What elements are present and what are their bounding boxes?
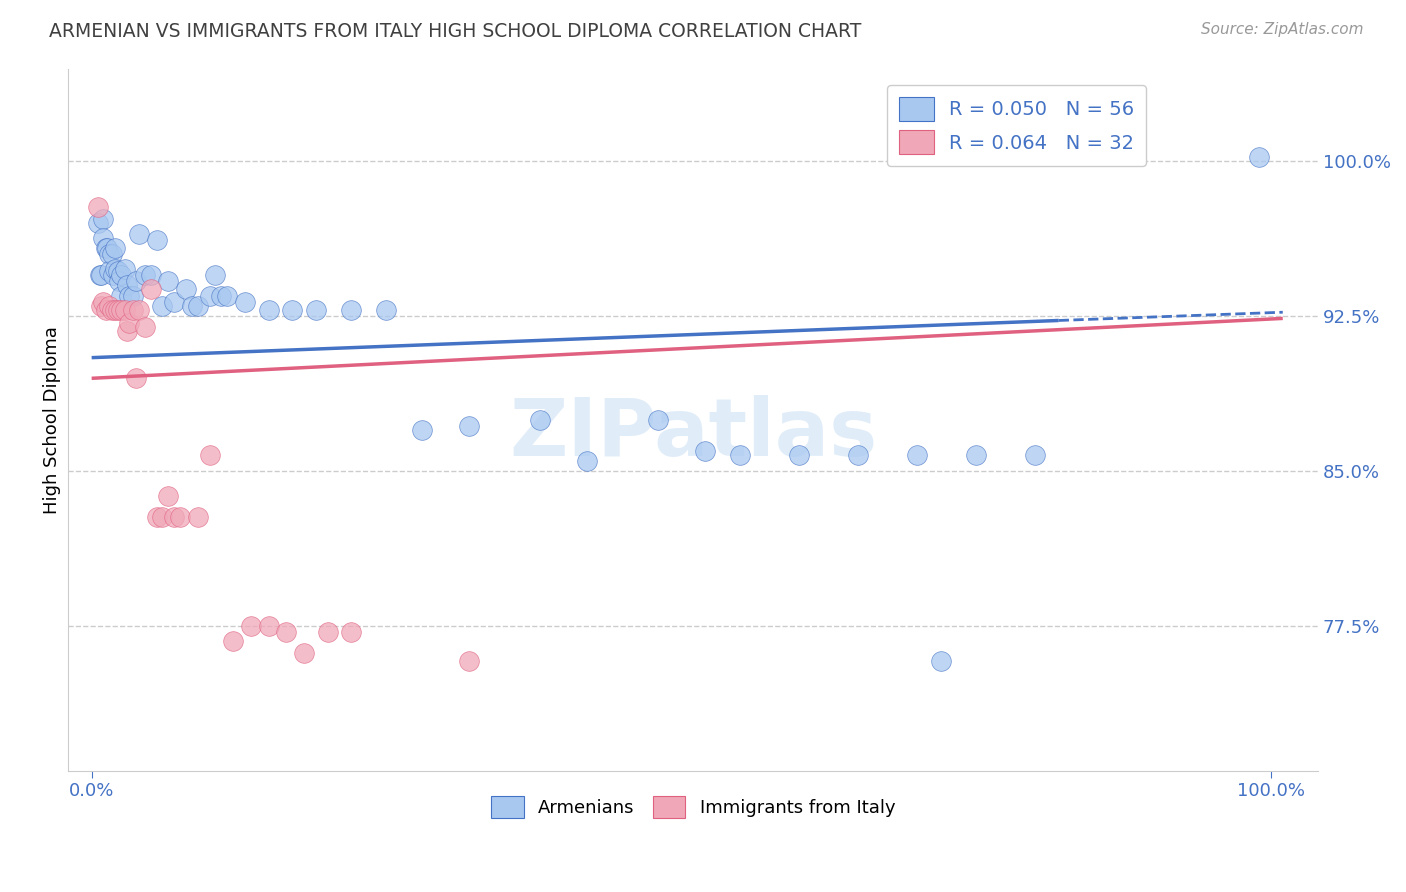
Point	[100, 303, 122, 318]
Point	[107, 303, 129, 318]
Point	[114, 261, 136, 276]
Point	[257, 303, 280, 318]
Point	[217, 288, 239, 302]
Point	[90, 268, 112, 282]
Point	[93, 294, 115, 309]
Point	[86, 200, 108, 214]
Point	[163, 294, 186, 309]
Point	[575, 454, 598, 468]
Point	[1249, 150, 1271, 164]
Point	[94, 303, 117, 318]
Point	[101, 268, 124, 282]
Point	[86, 216, 108, 230]
Point	[128, 227, 150, 241]
Point	[458, 418, 481, 433]
Point	[125, 371, 148, 385]
Point	[118, 316, 141, 330]
Point	[233, 294, 256, 309]
Point	[647, 412, 669, 426]
Point	[340, 303, 363, 318]
Point	[104, 303, 127, 318]
Point	[187, 299, 209, 313]
Point	[846, 448, 869, 462]
Point	[257, 619, 280, 633]
Point	[174, 283, 197, 297]
Point	[411, 423, 433, 437]
Point	[292, 646, 315, 660]
Point	[115, 278, 138, 293]
Point	[198, 448, 221, 462]
Point	[1024, 448, 1046, 462]
Point	[98, 247, 121, 261]
Point	[118, 288, 141, 302]
Point	[965, 448, 987, 462]
Point	[693, 443, 716, 458]
Point	[305, 303, 328, 318]
Point	[115, 324, 138, 338]
Text: ZIPatlas: ZIPatlas	[509, 394, 877, 473]
Point	[340, 625, 363, 640]
Legend: Armenians, Immigrants from Italy: Armenians, Immigrants from Italy	[484, 789, 903, 825]
Point	[152, 299, 174, 313]
Point	[110, 288, 132, 302]
Point	[98, 264, 121, 278]
Point	[104, 261, 127, 276]
Point	[929, 654, 952, 668]
Point	[905, 448, 928, 462]
Text: Source: ZipAtlas.com: Source: ZipAtlas.com	[1201, 22, 1364, 37]
Point	[90, 299, 112, 313]
Point	[198, 288, 221, 302]
Point	[94, 241, 117, 255]
Point	[128, 303, 150, 318]
Point	[730, 448, 752, 462]
Point	[204, 268, 226, 282]
Point	[134, 319, 156, 334]
Point	[458, 654, 481, 668]
Point	[281, 303, 304, 318]
Point	[114, 303, 136, 318]
Point	[100, 247, 122, 261]
Point	[125, 274, 148, 288]
Point	[89, 268, 111, 282]
Point	[104, 241, 127, 255]
Point	[107, 274, 129, 288]
Point	[145, 509, 167, 524]
Point	[157, 489, 180, 503]
Point	[122, 303, 145, 318]
Y-axis label: High School Diploma: High School Diploma	[44, 326, 60, 514]
Point	[134, 268, 156, 282]
Point	[98, 299, 121, 313]
Point	[316, 625, 339, 640]
Point	[152, 509, 174, 524]
Point	[169, 509, 191, 524]
Point	[93, 212, 115, 227]
Point	[110, 268, 132, 282]
Point	[107, 264, 129, 278]
Point	[239, 619, 262, 633]
Point	[139, 283, 162, 297]
Point	[209, 288, 232, 302]
Point	[222, 633, 245, 648]
Point	[93, 231, 115, 245]
Point	[163, 509, 186, 524]
Point	[96, 241, 118, 255]
Point	[157, 274, 180, 288]
Text: ARMENIAN VS IMMIGRANTS FROM ITALY HIGH SCHOOL DIPLOMA CORRELATION CHART: ARMENIAN VS IMMIGRANTS FROM ITALY HIGH S…	[49, 22, 862, 41]
Point	[139, 268, 162, 282]
Point	[180, 299, 202, 313]
Point	[122, 288, 145, 302]
Point	[375, 303, 398, 318]
Point	[276, 625, 298, 640]
Point	[787, 448, 810, 462]
Point	[529, 412, 551, 426]
Point	[187, 509, 209, 524]
Point	[145, 233, 167, 247]
Point	[110, 303, 132, 318]
